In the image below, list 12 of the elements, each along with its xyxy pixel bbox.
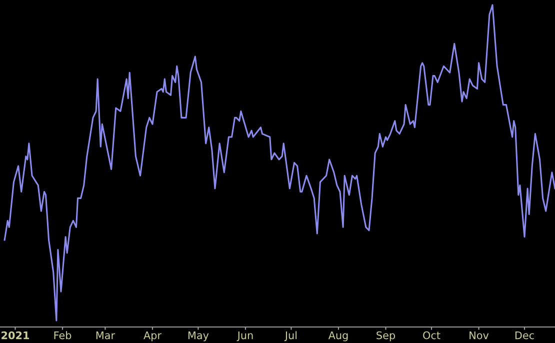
x-tick-label: Jul bbox=[284, 331, 297, 342]
x-tick-label: Aug bbox=[328, 331, 348, 342]
x-tick-label: Nov bbox=[470, 331, 489, 340]
x-tick-label: Feb bbox=[54, 331, 72, 340]
x-tick-label: Mar bbox=[96, 331, 116, 340]
x-tick-label: Sep bbox=[376, 331, 395, 342]
x-tick-label: Oct bbox=[423, 331, 440, 340]
x-tick-label: May bbox=[188, 331, 209, 342]
x-tick-label: Jun bbox=[236, 331, 253, 342]
x-tick-label: 2021 bbox=[2, 331, 30, 340]
x-tick-label: Dec bbox=[515, 331, 534, 340]
x-tick-label: Apr bbox=[144, 331, 162, 342]
